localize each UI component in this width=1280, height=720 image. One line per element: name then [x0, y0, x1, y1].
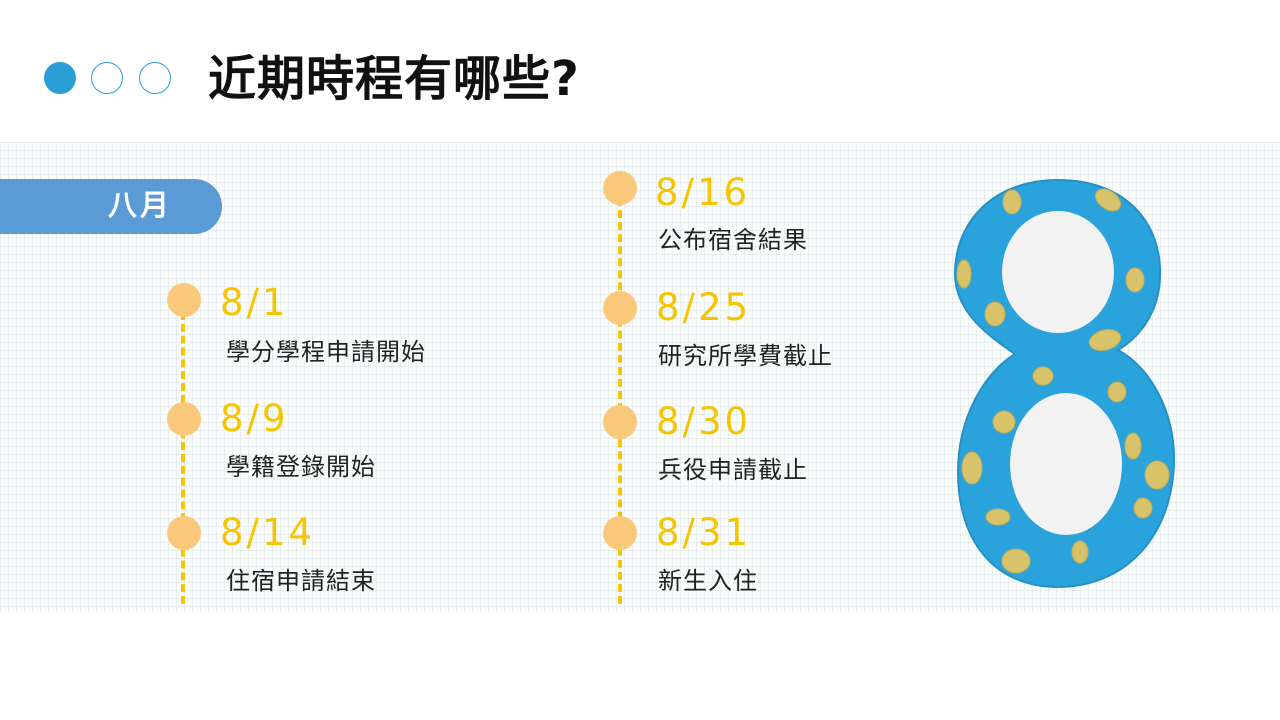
month-tab: 八月 — [0, 179, 222, 234]
timeline-marker-icon — [603, 516, 637, 550]
timeline-marker-icon — [167, 402, 201, 436]
timeline-marker-icon — [603, 171, 637, 205]
number-eight-illustration — [953, 178, 1176, 589]
event-description: 住宿申請結束 — [226, 567, 376, 595]
progress-dot-empty-icon — [91, 62, 123, 94]
timeline-marker-icon — [167, 283, 201, 317]
timeline-marker-icon — [603, 291, 637, 325]
timeline-line-left — [181, 312, 185, 604]
timeline-marker-icon — [603, 405, 637, 439]
month-label: 八月 — [108, 188, 173, 222]
event-date: 8/9 — [220, 397, 289, 440]
event-description: 學籍登錄開始 — [226, 453, 376, 481]
event-description: 學分學程申請開始 — [226, 338, 426, 366]
event-date: 8/14 — [220, 511, 316, 554]
event-date: 8/16 — [655, 171, 751, 214]
event-description: 新生入住 — [658, 567, 758, 595]
progress-dot-filled-icon — [44, 62, 76, 94]
event-description: 公布宿舍結果 — [658, 226, 808, 254]
event-description: 研究所學費截止 — [658, 342, 833, 370]
progress-dot-empty-icon — [139, 62, 171, 94]
event-date: 8/1 — [220, 281, 289, 324]
timeline-marker-icon — [167, 516, 201, 550]
event-date: 8/30 — [656, 400, 752, 443]
timeline-line-right — [618, 198, 622, 604]
page-title: 近期時程有哪些? — [208, 51, 580, 107]
event-date: 8/31 — [656, 511, 752, 554]
event-date: 8/25 — [656, 286, 752, 329]
event-description: 兵役申請截止 — [658, 456, 808, 484]
